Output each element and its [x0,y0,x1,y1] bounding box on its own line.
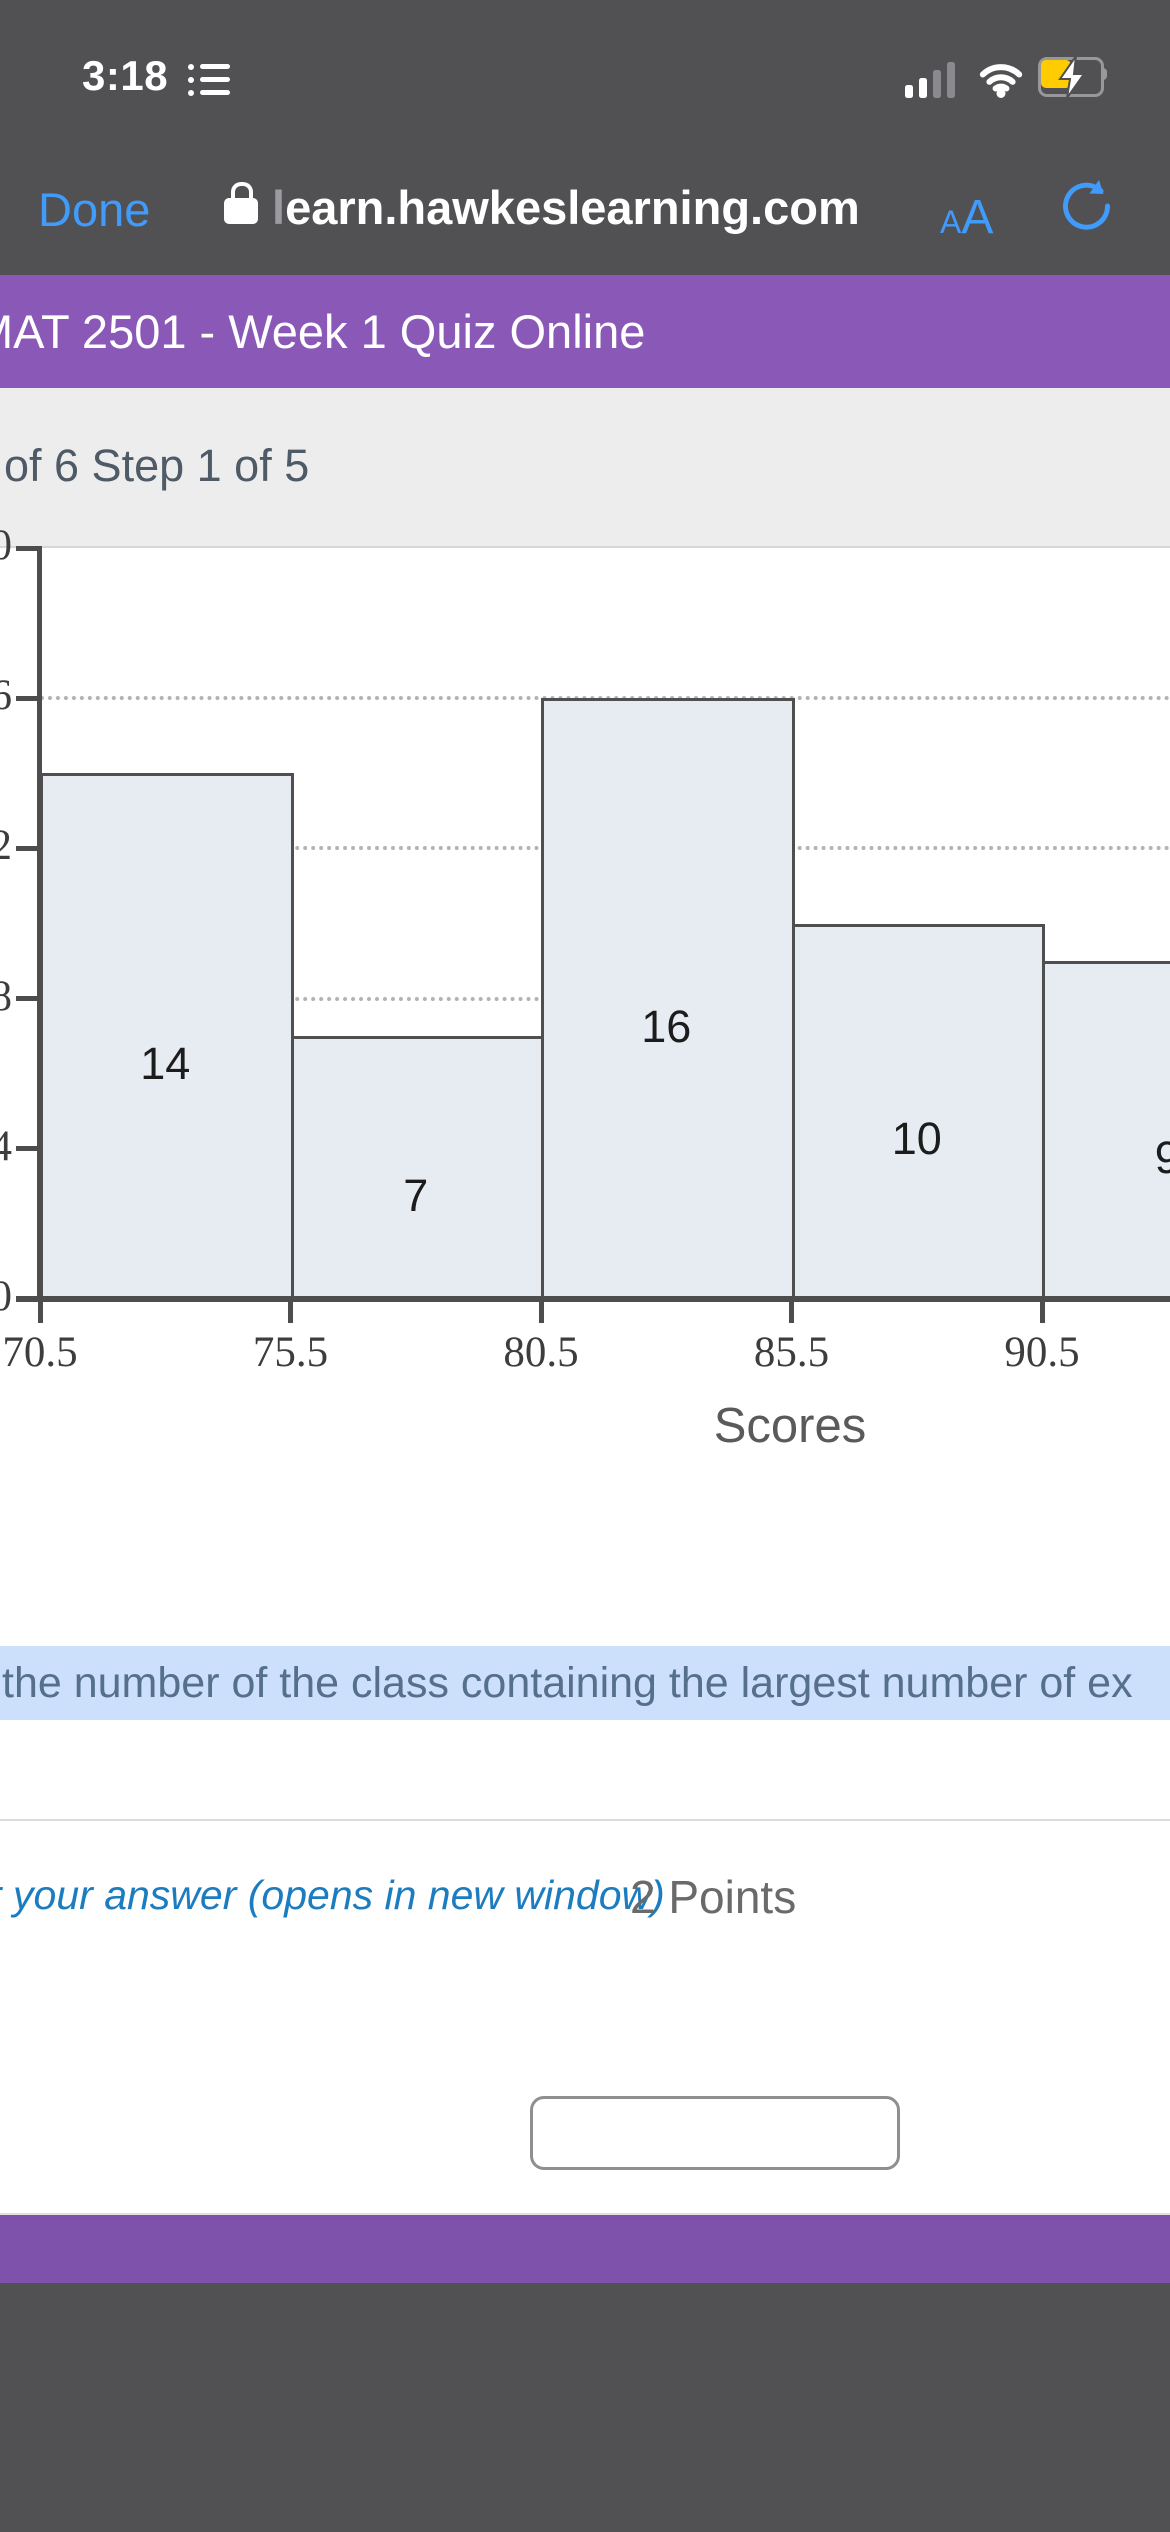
x-tick-label: 70.5 [2,1329,78,1376]
status-and-url-bar: 3:18 Done learn.hawkeslearn [0,0,1170,275]
histogram-bar [290,1036,544,1302]
bar-count-label: 14 [140,1038,191,1090]
highlighted-question-text: the number of the class containing the l… [0,1646,1170,1720]
bar-count-label: 9 [1154,1132,1170,1184]
x-tick-label: 85.5 [753,1329,830,1376]
x-axis-title: Scores [713,1399,867,1453]
question-text: the number of the class containing the l… [2,1659,1133,1707]
quiz-title-bar: MAT 2501 - Week 1 Quiz Online [0,275,1170,388]
clock-time: 3:18 [82,52,169,99]
url-text: earn.hawkeslearning.com [285,181,860,234]
y-tick-label: 12 [0,822,12,870]
url-faded-prefix: l [272,181,286,234]
cellular-signal-icon [905,58,967,98]
x-tick-label: 90.5 [1004,1329,1080,1376]
list-icon [188,62,232,96]
y-tick [16,1296,40,1302]
y-axis-line [37,546,42,1302]
gridline [40,846,1170,851]
refresh-icon[interactable] [1058,178,1116,236]
y-tick [16,845,40,851]
histogram-bar [1042,961,1170,1302]
wifi-icon [979,64,1023,98]
y-tick-label: 4 [0,1122,12,1170]
bar-count-label: 16 [641,1000,692,1052]
y-tick-label: 16 [0,672,12,720]
question-progress-bar: of 6 Step 1 of 5 [0,388,1170,548]
y-tick [16,996,40,1002]
histogram-bar [541,698,795,1302]
done-button[interactable]: Done [38,183,151,236]
battery-charging-icon [1038,55,1110,99]
text-size-button[interactable]: AA [940,191,994,244]
x-tick-label: 80.5 [503,1329,579,1376]
bar-count-label: 10 [891,1113,942,1165]
gridline [40,996,1170,1001]
gridline [40,696,1170,701]
x-tick [538,1299,544,1323]
lock-icon [224,182,258,226]
x-tick [288,1299,293,1323]
url-field[interactable]: learn.hawkeslearning.com [272,180,860,235]
histogram-bar [40,773,294,1302]
gridline [40,1146,1170,1151]
y-tick-label: 8 [0,972,12,1020]
y-tick [16,1146,40,1152]
answer-link[interactable]: r your answer (opens in new window) [0,1872,665,1918]
x-tick [1039,1299,1045,1323]
points-label: 2 Points [630,1871,797,1923]
quiz-title: MAT 2501 - Week 1 Quiz Online [0,305,646,358]
x-tick [789,1299,794,1323]
bar-count-label: 7 [403,1169,429,1221]
page-footer-strip [0,2213,1170,2285]
x-axis-line [16,1296,1170,1302]
safari-bottom-toolbar [0,2283,1170,2532]
y-tick [16,695,40,701]
x-tick-label: 75.5 [252,1329,329,1376]
x-tick [37,1299,43,1323]
step-progress-text: of 6 Step 1 of 5 [4,440,310,491]
answer-input[interactable] [530,2096,900,2170]
divider [0,1819,1170,1821]
y-tick-label: 0 [0,1273,12,1320]
histogram-bar [791,923,1045,1302]
